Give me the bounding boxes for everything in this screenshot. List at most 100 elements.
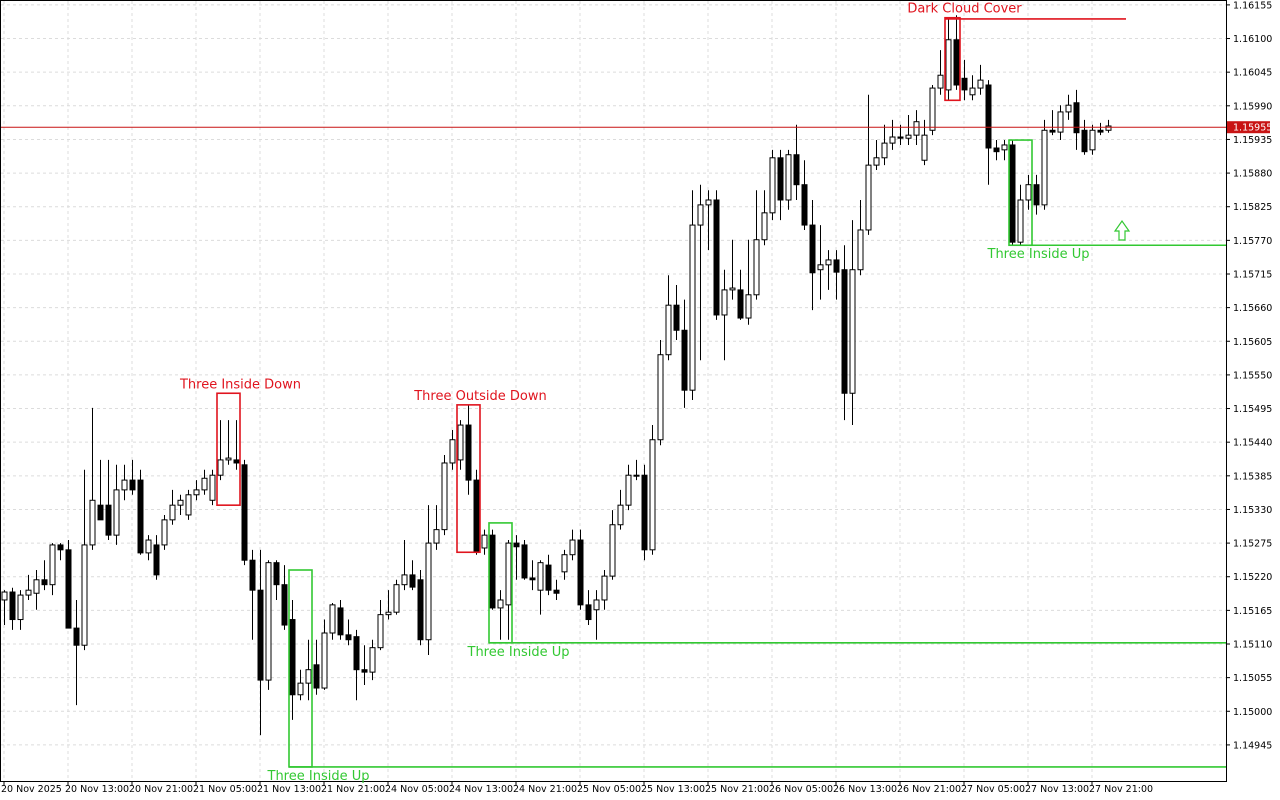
y-tick-label: 1.15550	[1233, 370, 1272, 381]
y-tick-label: 1.14945	[1233, 740, 1272, 751]
candle-body	[33, 579, 40, 594]
candle-body	[417, 579, 424, 641]
y-tick-label: 1.15165	[1233, 606, 1272, 617]
candle-body	[953, 39, 960, 86]
y-tick-label: 1.15825	[1233, 202, 1272, 213]
candle-body	[985, 84, 992, 149]
candle-body	[169, 504, 176, 521]
x-tick-label: 21 Nov 13:00	[257, 784, 321, 795]
candle-body	[625, 474, 632, 506]
candle-body	[945, 39, 952, 91]
x-tick-label: 25 Nov 21:00	[705, 784, 769, 795]
candle-body	[9, 591, 16, 621]
candle-body	[721, 289, 728, 316]
candle-body	[505, 542, 512, 606]
y-tick-label: 1.15660	[1233, 303, 1272, 314]
pattern-box	[456, 404, 481, 554]
candle-body	[209, 474, 216, 501]
candle-body	[937, 74, 944, 89]
candle-body	[905, 134, 912, 139]
candles	[1, 15, 1112, 736]
candle-body	[617, 504, 624, 526]
candle-body	[665, 304, 672, 356]
candle-body	[1017, 199, 1024, 243]
candle-body	[321, 632, 328, 689]
candle-body	[265, 562, 272, 681]
current-price-label: 1.15955	[1233, 123, 1272, 134]
candle-body	[753, 239, 760, 296]
candle-body	[713, 199, 720, 316]
candle-body	[569, 539, 576, 556]
candle-body	[1057, 111, 1064, 133]
candle-body	[313, 664, 320, 689]
y-tick-label: 1.15275	[1233, 539, 1272, 550]
candle-body	[865, 164, 872, 231]
candle-body	[457, 424, 464, 461]
candle-body	[473, 479, 480, 553]
pattern-box	[216, 392, 241, 506]
x-tick-label: 24 Nov 13:00	[449, 784, 513, 795]
candle-body	[737, 289, 744, 319]
candle-body	[145, 539, 152, 554]
x-tick-label: 25 Nov 05:00	[577, 784, 641, 795]
x-tick-label: 27 Nov 21:00	[1089, 784, 1153, 795]
y-tick-label: 1.15000	[1233, 707, 1272, 718]
candle-body	[1081, 129, 1088, 153]
candle-body	[817, 264, 824, 271]
candle-body	[105, 504, 112, 536]
candle-body	[185, 494, 192, 516]
candle-body	[785, 154, 792, 201]
candle-body	[689, 224, 696, 391]
candle-body	[657, 354, 664, 441]
x-tick-label: 27 Nov 05:00	[961, 784, 1025, 795]
candle-body	[585, 604, 592, 621]
candle-body	[1049, 129, 1056, 133]
candle-body	[97, 504, 104, 521]
candle-body	[249, 559, 256, 591]
x-tick-label: 24 Nov 21:00	[513, 784, 577, 795]
pattern-label: Three Outside Down	[413, 389, 547, 404]
candle-body	[529, 577, 536, 581]
candle-body	[297, 682, 304, 696]
candle-body	[961, 77, 968, 91]
candle-body	[801, 184, 808, 226]
candle-body	[849, 269, 856, 394]
candle-body	[305, 669, 312, 684]
candle-body	[897, 136, 904, 139]
annotations: Three Inside Down Three Inside Up Three Ou…	[1, 2, 1226, 784]
candle-body	[705, 199, 712, 206]
candle-body	[153, 544, 160, 576]
candle-body	[233, 459, 240, 464]
x-tick-label: 24 Nov 05:00	[385, 784, 449, 795]
y-tick-label: 1.15880	[1233, 169, 1272, 180]
candle-body	[1025, 184, 1032, 201]
pattern-label: Dark Cloud Cover	[907, 2, 1022, 17]
x-tick-label: 26 Nov 05:00	[769, 784, 833, 795]
candle-body	[161, 519, 168, 546]
candle-body	[769, 157, 776, 214]
candle-body	[193, 489, 200, 496]
candle-body	[873, 157, 880, 166]
y-tick-label: 1.15935	[1233, 135, 1272, 146]
candle-body	[89, 499, 96, 546]
plot-frame	[0, 0, 1227, 782]
candle-body	[1009, 144, 1016, 243]
candle-body	[777, 157, 784, 201]
candle-body	[761, 212, 768, 241]
candle-body	[513, 542, 520, 548]
candle-body	[385, 611, 392, 616]
x-tick-label: 20 Nov 2025	[1, 784, 62, 795]
candle-body	[729, 287, 736, 291]
candle-body	[745, 294, 752, 319]
candle-body	[537, 562, 544, 591]
candle-body	[241, 464, 248, 561]
candle-body	[1041, 129, 1048, 206]
candle-body	[681, 329, 688, 391]
y-tick-label: 1.15495	[1233, 404, 1272, 415]
candle-body	[273, 562, 280, 586]
candle-body	[369, 647, 376, 673]
candle-body	[697, 204, 704, 226]
pattern-label: Three Inside Up	[987, 247, 1090, 262]
